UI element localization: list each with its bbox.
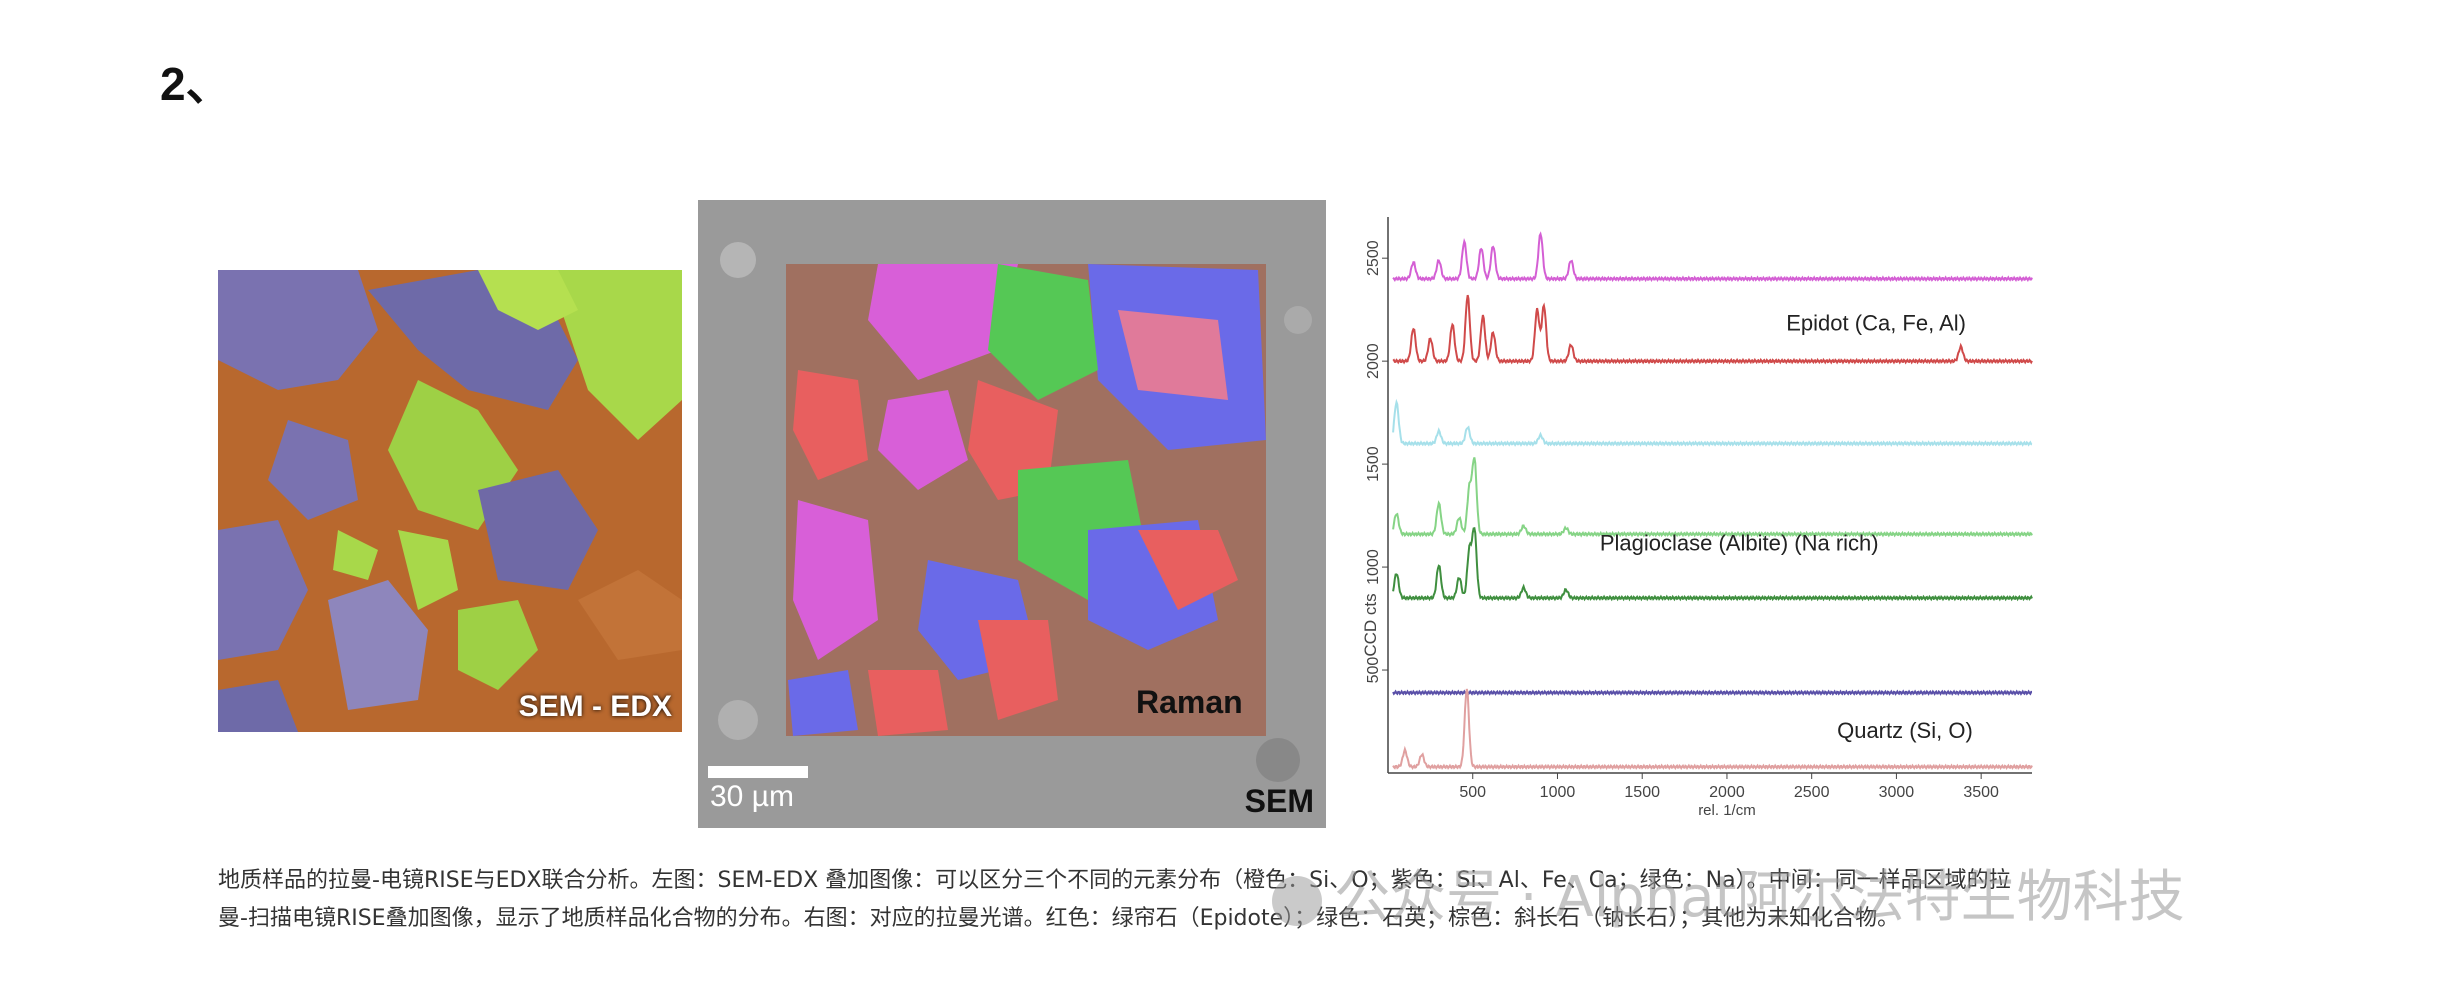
y-tick-label: 500 (1365, 657, 1382, 684)
wechat-logo-icon (1272, 875, 1322, 926)
sem-edx-label: SEM - EDX (518, 690, 672, 723)
sem-edx-image: SEM - EDX (218, 270, 682, 732)
spectrum-annotation: Quartz (Si, O) (1837, 718, 1973, 743)
scale-bar-label: 30 µm (710, 780, 794, 813)
raman-spectra-chart: 500 1000 1500 2000 2500 3000 3500 500 1000 1500 20… (1360, 205, 2040, 825)
raman-sem-picture (698, 200, 1326, 828)
spectrum-annotation: Plagioclase (Albite) (Na rich) (1600, 531, 1879, 556)
caption-line-2: 曼-扫描电镜RISE叠加图像，显示了地质样品化合物的分布。右图：对应的拉曼光谱。… (218, 906, 1900, 931)
x-tick-label: 500 (1459, 784, 1486, 801)
sem-label: SEM (1244, 783, 1314, 819)
watermark: 公众号 · Alphat阿尔法特生物科技 (1272, 852, 2185, 933)
y-tick-label: 1500 (1365, 446, 1382, 482)
section-heading: 2、 (160, 58, 232, 110)
y-axis-label: CCD cts (1361, 593, 1380, 656)
x-tick-label: 1000 (1540, 784, 1576, 801)
y-tick-label: 1000 (1365, 549, 1382, 585)
spectra-svg: 500 1000 1500 2000 2500 3000 3500 500 1000 1500 20… (1361, 217, 2033, 819)
x-tick-label: 2500 (1794, 784, 1830, 801)
spectrum-line (1392, 457, 2033, 538)
x-axis-label: rel. 1/cm (1698, 802, 1756, 819)
raman-label: Raman (1136, 684, 1243, 720)
x-tick-label: 3000 (1879, 784, 1915, 801)
spectrum-line (1392, 231, 2033, 283)
y-tick-label: 2500 (1365, 240, 1382, 276)
watermark-text: 公众号 · Alphat阿尔法特生物科技 (1334, 865, 2185, 930)
sem-edx-picture (218, 270, 682, 732)
spectrum-line (1392, 689, 2033, 697)
spectrum-line (1392, 688, 2033, 771)
raman-sem-image: Raman SEM 30 µm (698, 200, 1326, 828)
spectrum-line (1392, 526, 2033, 602)
x-tick-label: 2000 (1709, 784, 1745, 801)
figure-caption: 地质样品的拉曼-电镜RISE与EDX联合分析。左图：SEM-EDX 叠加图像：可… (218, 862, 2308, 938)
spectrum-annotation: Epidot (Ca, Fe, Al) (1786, 310, 1966, 335)
x-tick-label: 1500 (1624, 784, 1660, 801)
spectrum-line (1392, 398, 2033, 447)
y-tick-label: 2000 (1365, 343, 1382, 379)
spectrum-line (1392, 294, 2033, 365)
x-tick-label: 3500 (1963, 784, 1999, 801)
caption-line-1: 地质样品的拉曼-电镜RISE与EDX联合分析。左图：SEM-EDX 叠加图像：可… (218, 868, 2011, 893)
